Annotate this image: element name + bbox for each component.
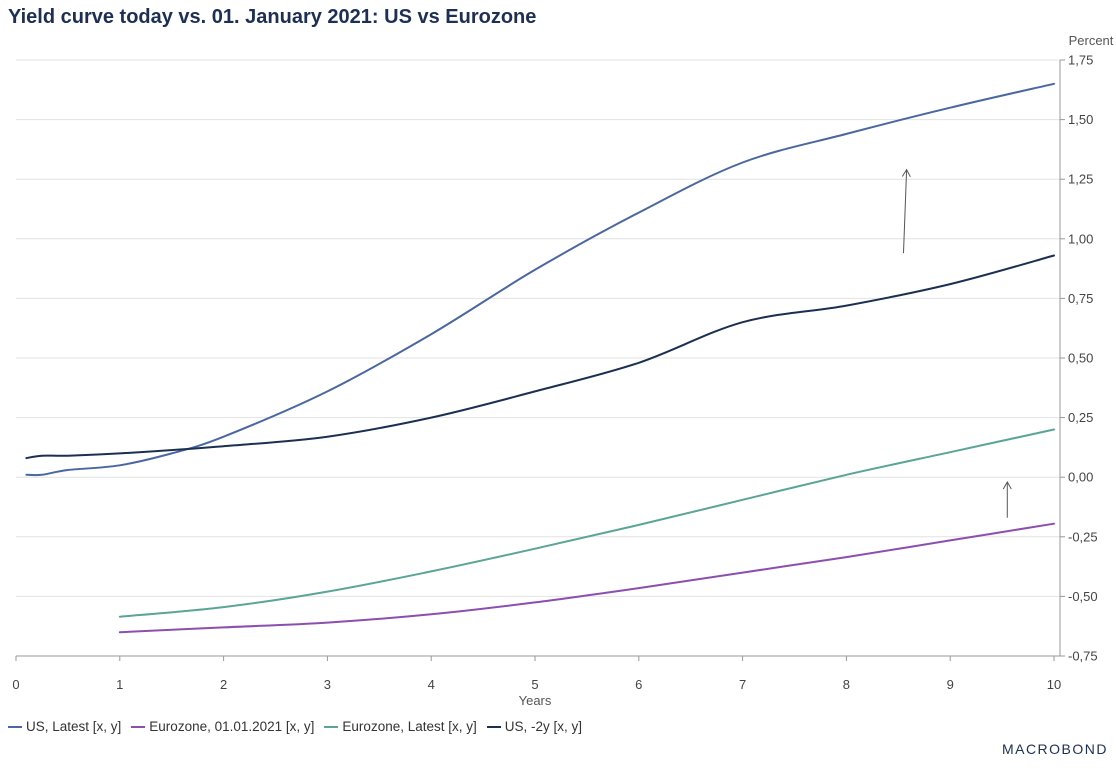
legend-item: Eurozone, Latest [x, y] [324,719,477,734]
legend-item: US, Latest [x, y] [8,719,121,734]
annotations [901,168,1012,518]
y-tick-label: 1,00 [1068,231,1093,246]
x-tick-label: 0 [12,677,19,692]
axes: -0,75 -0,50 -0,25 0,00 0,25 0,50 0,75 1,00 1,25 1… [12,33,1113,708]
legend-swatch [324,725,339,728]
series-line-eurozone-latest [118,428,1055,618]
x-tick-label: 1 [116,677,123,692]
y-tick-label: 1,75 [1068,53,1093,68]
legend-item: US, -2y [x, y] [486,719,583,734]
series-lines [25,82,1055,634]
x-tick-label: 8 [843,677,850,692]
y-tick-label: 0,00 [1068,470,1093,485]
x-tick-label: 9 [947,677,954,692]
legend-label: Eurozone, 01.01.2021 [x, y] [149,719,315,734]
legend: US, Latest [x, y] Eurozone, 01.01.2021 [x… [8,719,582,734]
y-tick-label: -0,75 [1068,649,1098,664]
y-tick-label: 1,25 [1068,172,1093,187]
x-tick-label: 3 [324,677,331,692]
legend-swatch [131,725,146,728]
y-tick-label: 0,50 [1068,351,1093,366]
x-tick-label: 2 [220,677,227,692]
x-tick-label: 5 [531,677,538,692]
series-line-us-2y [25,254,1055,460]
legend-label: Eurozone, Latest [x, y] [342,719,477,734]
y-tick-label: 0,75 [1068,291,1093,306]
x-tick-label: 7 [739,677,746,692]
y-tick-label: -0,25 [1068,529,1098,544]
series-line-eurozone-2021 [118,522,1055,634]
y-tick-label: 0,25 [1068,410,1093,425]
x-axis-title: Years [519,693,552,708]
legend-item: Eurozone, 01.01.2021 [x, y] [131,719,314,734]
brand-logo: MACROBOND [1001,741,1108,757]
annotation-arrow [901,168,911,254]
y-axis-title: Percent [1069,33,1114,48]
legend-label: US, Latest [x, y] [26,719,122,734]
series-line-us-latest [25,82,1055,477]
y-tick-label: -0,50 [1068,589,1098,604]
x-tick-label: 4 [428,677,435,692]
gridlines [16,59,1060,657]
legend-swatch [486,725,501,728]
x-tick-label: 6 [635,677,642,692]
legend-swatch [8,725,22,728]
x-tick-label: 10 [1047,677,1061,692]
legend-label: US, -2y [x, y] [504,719,583,734]
chart-title: Yield curve today vs. 01. January 2021: … [8,6,537,28]
y-tick-label: 1,50 [1068,112,1093,127]
